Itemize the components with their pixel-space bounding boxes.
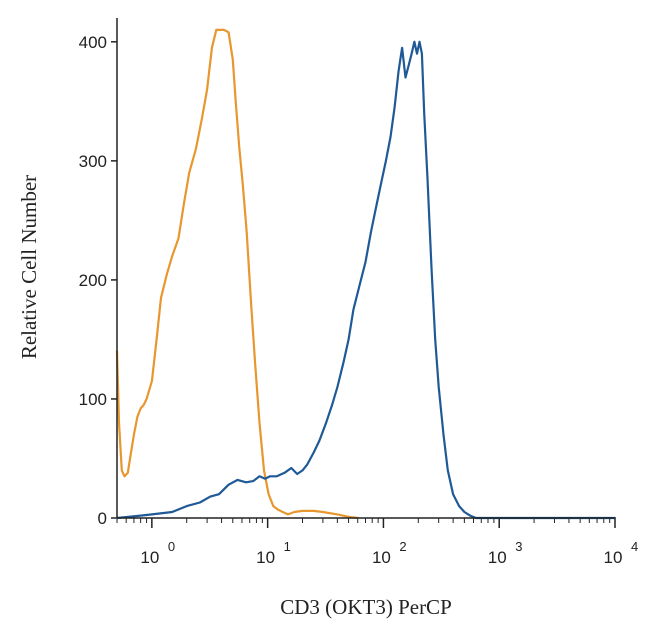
y-axis-title: Relative Cell Number	[17, 175, 41, 359]
y-tick-label-0: 0	[98, 509, 107, 528]
x-tick-exponent-0: 0	[168, 539, 175, 554]
x-tick-label-0: 10	[140, 548, 159, 567]
x-tick-exponent-4: 4	[631, 539, 638, 554]
x-axis-title: CD3 (OKT3) PerCP	[280, 595, 452, 619]
x-tick-exponent-2: 2	[399, 539, 406, 554]
y-ticks: 0 100 200 300 400	[79, 33, 117, 528]
x-tick-label-2: 10	[372, 548, 391, 567]
x-tick-label-4: 10	[604, 548, 623, 567]
x-tick-exponent-1: 1	[284, 539, 291, 554]
y-tick-label-3: 300	[79, 152, 107, 171]
x-tick-label-1: 10	[256, 548, 275, 567]
series-group	[115, 28, 617, 520]
y-tick-label-4: 400	[79, 33, 107, 52]
x-ticks: 10 0 10 1 10 2 10 3 10 4	[116, 518, 638, 567]
series-line-0	[115, 28, 359, 520]
series-line-1	[115, 40, 617, 520]
x-tick-exponent-3: 3	[515, 539, 522, 554]
y-tick-label-1: 100	[79, 390, 107, 409]
y-tick-label-2: 200	[79, 271, 107, 290]
x-tick-label-3: 10	[488, 548, 507, 567]
